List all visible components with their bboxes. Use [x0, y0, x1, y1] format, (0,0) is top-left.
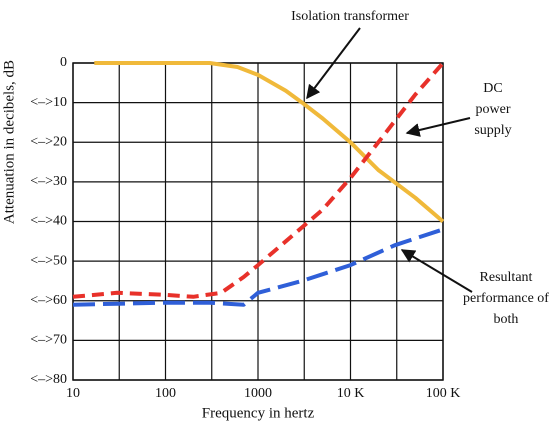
y-tick-label: <–>80: [30, 372, 67, 387]
y-tick-label: <–>60: [30, 293, 67, 308]
y-tick-label: 0: [60, 55, 67, 70]
annotation: Resultant performance of both: [463, 270, 549, 327]
x-axis-label: Frequency in hertz: [202, 405, 315, 421]
series-line: [94, 61, 445, 224]
x-tick-label: 100 K: [426, 386, 461, 401]
y-tick-label: <–>10: [30, 95, 67, 110]
annotation: DC power supply: [474, 81, 512, 138]
series-line: [72, 61, 445, 299]
arrow: [405, 117, 471, 137]
series-line: [72, 227, 444, 307]
x-tick-label: 1000: [244, 386, 272, 401]
x-tick-label: 10: [66, 386, 80, 401]
x-tick-label: 10 K: [337, 386, 365, 401]
y-tick-label: <–>30: [30, 174, 67, 189]
y-tick-label: <–>70: [30, 333, 67, 348]
y-tick-label: <–>50: [30, 253, 67, 268]
x-tick-label: 100: [155, 386, 176, 401]
y-tick-label: <–>40: [30, 214, 67, 229]
y-axis-label: Attenuation in decibels, dB: [1, 60, 17, 224]
y-tick-label: <–>20: [30, 134, 67, 149]
arrow: [400, 249, 473, 293]
annotation: Isolation transformer: [291, 9, 409, 24]
